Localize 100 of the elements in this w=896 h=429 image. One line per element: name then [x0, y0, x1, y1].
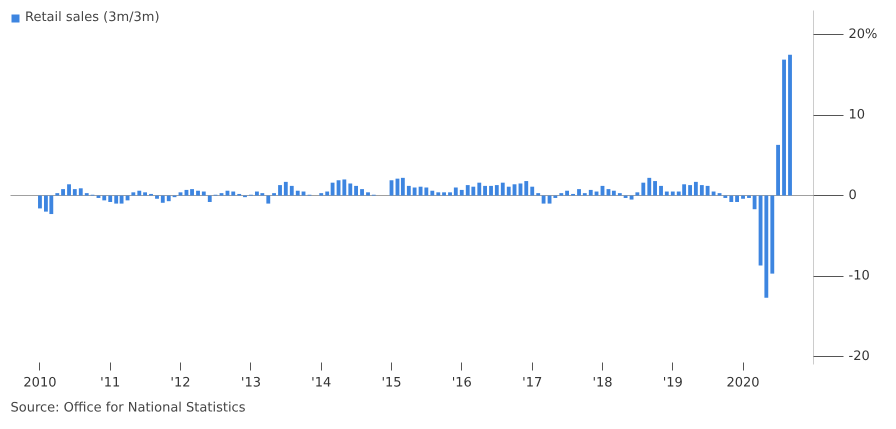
bar	[55, 193, 60, 196]
bar	[647, 178, 652, 196]
bar	[565, 190, 569, 196]
bar	[418, 186, 422, 196]
x-tick-label: '11	[100, 376, 120, 390]
bar	[618, 193, 622, 196]
bar	[360, 189, 364, 196]
bar	[659, 186, 663, 196]
bar	[641, 182, 646, 196]
bar	[466, 185, 470, 196]
bar	[266, 196, 270, 204]
bar	[582, 193, 587, 196]
bar	[38, 196, 42, 208]
bar	[412, 188, 417, 196]
x-tick-label: '12	[170, 376, 191, 390]
bar	[196, 190, 200, 196]
bar	[67, 184, 71, 196]
bar	[518, 183, 522, 196]
x-tick-label: '16	[452, 376, 472, 390]
bar	[548, 196, 552, 204]
y-tick-label: -20	[848, 348, 870, 364]
bar	[506, 186, 511, 196]
source-note: Source: Office for National Statistics	[10, 400, 246, 416]
bar	[577, 189, 581, 196]
bar	[670, 192, 675, 196]
bar	[600, 186, 604, 196]
bar	[712, 192, 716, 196]
bar	[296, 190, 300, 196]
bar	[483, 186, 487, 196]
bar	[718, 193, 722, 196]
bar	[208, 196, 212, 202]
bar	[729, 196, 734, 202]
bar	[758, 196, 762, 266]
bar	[61, 189, 65, 196]
bar	[694, 182, 698, 196]
bar	[489, 186, 493, 196]
bar	[536, 193, 540, 196]
bar	[653, 181, 657, 196]
x-tick-label: '13	[240, 376, 262, 390]
bar	[770, 196, 774, 274]
x-tick-label: '15	[381, 376, 402, 390]
bar	[220, 193, 224, 196]
y-tick-label: -10	[848, 268, 870, 284]
x-tick-label: 2020	[726, 376, 760, 390]
bar	[390, 180, 394, 196]
bar	[354, 186, 358, 196]
bar	[635, 192, 640, 196]
bar	[284, 182, 288, 196]
legend-label: Retail sales (3m/3m)	[25, 10, 160, 25]
bar	[782, 60, 786, 196]
x-tick-label: '17	[522, 376, 542, 390]
bar	[630, 196, 634, 200]
bar	[231, 192, 236, 196]
bar	[448, 192, 452, 196]
bar	[442, 192, 446, 196]
bar	[272, 193, 276, 196]
bar	[342, 179, 346, 196]
bar	[160, 196, 165, 203]
bar	[788, 54, 792, 196]
bar	[131, 192, 136, 196]
bar	[72, 189, 77, 196]
bar	[143, 192, 147, 196]
x-tick-label: '14	[311, 376, 332, 390]
x-tick-label: '19	[662, 376, 683, 390]
bar	[477, 182, 482, 196]
bar	[776, 144, 780, 196]
bar	[735, 196, 739, 202]
bar	[108, 196, 112, 202]
bar	[524, 181, 528, 196]
y-tick-label: 20%	[848, 27, 878, 42]
bar	[664, 192, 669, 196]
y-tick-label: 10	[848, 108, 866, 123]
bar	[226, 190, 230, 196]
bar	[512, 184, 516, 196]
bar	[302, 192, 306, 196]
bar	[471, 186, 476, 196]
bar	[430, 190, 434, 196]
bar	[741, 196, 745, 199]
x-tick-label: '18	[592, 376, 613, 390]
bar	[530, 186, 534, 196]
bar	[278, 185, 282, 196]
bar	[500, 182, 505, 196]
bar	[764, 196, 768, 298]
bar	[178, 192, 182, 196]
bar	[155, 196, 159, 199]
bar	[494, 185, 499, 196]
bar	[102, 196, 106, 200]
x-tick-label: 2010	[23, 376, 57, 390]
bar	[424, 188, 428, 196]
bar	[319, 193, 324, 196]
bar	[594, 192, 598, 196]
bar	[336, 180, 340, 196]
bar	[202, 192, 206, 196]
bar	[454, 188, 458, 196]
bar	[84, 193, 89, 196]
bar	[542, 196, 546, 204]
bar	[126, 196, 130, 200]
bar	[348, 183, 352, 196]
y-tick-label: 0	[848, 188, 857, 204]
bar	[366, 192, 370, 196]
